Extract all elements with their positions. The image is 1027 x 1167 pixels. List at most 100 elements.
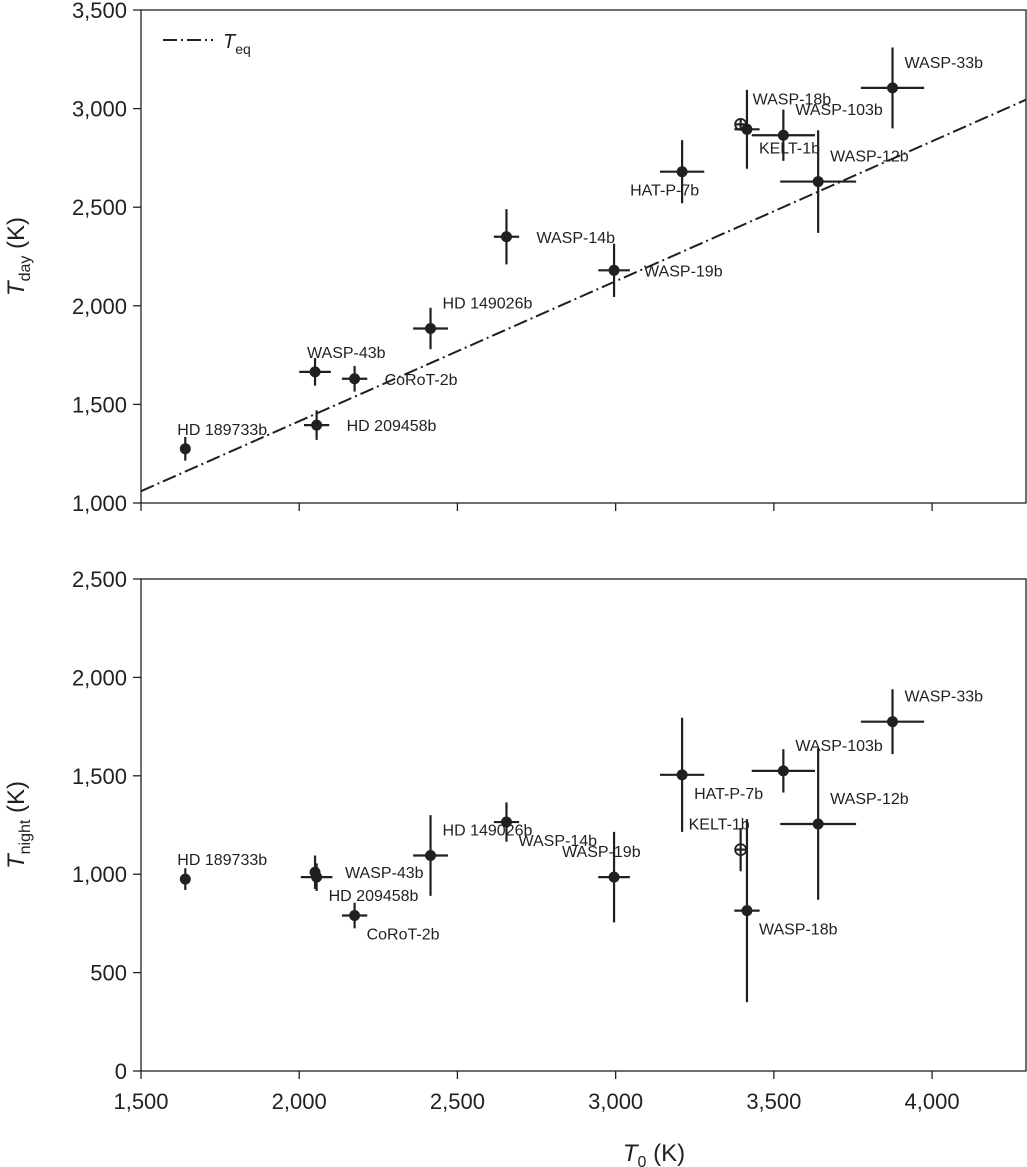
filled-marker [349,910,361,922]
point-label: HD 209458b [347,418,437,435]
y-tick-label: 2,500 [72,195,127,220]
data-point-wasp-33b: WASP-33b [860,47,984,129]
filled-marker [309,366,321,378]
point-label: WASP-18b [753,91,832,108]
filled-marker [425,850,437,862]
data-point-wasp-12b: WASP-12b [780,748,909,900]
point-label: WASP-14b [518,833,597,850]
data-point-wasp-103b: WASP-103b [751,102,883,161]
filled-marker [741,123,753,135]
data-point-wasp-43b: WASP-43b [309,855,424,889]
point-label: WASP-33b [905,689,984,706]
point-label: HD 209458b [329,888,419,905]
data-point-hd-189733b: HD 189733b [177,422,267,461]
x-tick-label: 3,500 [746,1089,801,1114]
y-axis-label: Tday (K) [3,217,34,296]
filled-marker [608,871,620,883]
y-tick-label: 2,000 [72,294,127,319]
filled-marker [777,765,789,777]
data-point-wasp-14b: WASP-14b [493,802,597,850]
point-label: HAT-P-7b [694,786,763,803]
point-label: WASP-103b [795,738,883,755]
filled-marker [887,82,899,94]
point-label: CoRoT-2b [385,372,458,389]
filled-marker [311,419,323,431]
data-point-hd-189733b: HD 189733b [177,852,267,890]
teq-line [140,98,1027,493]
x-tick-label: 1,500 [113,1089,168,1114]
point-label: KELT-1b [689,817,750,834]
bottom-panel-night-temperature: 0 500 1,000 1,500 2,000 2,500 1,500 2,000 2,500 3… [3,567,1027,1167]
filled-marker [676,769,688,781]
data-point-wasp-43b: WASP-43b [299,345,386,386]
plot-frame [140,9,1027,504]
point-label: WASP-19b [644,263,723,280]
data-point-wasp-12b: WASP-12b [780,130,909,233]
data-point-kelt-1b: KELT-1b [689,817,750,872]
y-tick-label: 2,500 [72,567,127,592]
filled-marker [179,873,191,885]
filled-marker [777,129,789,141]
point-label: WASP-14b [536,230,615,247]
legend-entry-teq: Teq [223,31,251,57]
data-point-wasp-18b: WASP-18b [734,819,838,1003]
y-tick-label: 0 [115,1059,127,1084]
y-tick-label: 1,000 [72,862,127,887]
data-point-wasp-33b: WASP-33b [860,689,984,755]
data-point-hd-149026b: HD 149026b [413,295,533,350]
data-point-hd-149026b: HD 149026b [413,815,532,896]
data-point-kelt-1b: KELT-1b [734,89,820,169]
data-point-wasp-19b: WASP-19b [598,243,723,297]
point-label: WASP-12b [830,791,909,808]
top-panel-day-temperature: 1,000 1,500 2,000 2,500 3,000 3,500 Tday (K) Te… [3,0,1027,516]
filled-marker [741,905,753,917]
point-label: HD 189733b [177,422,267,439]
x-tick-label: 4,000 [905,1089,960,1114]
filled-marker [349,373,361,385]
y-axis-label: Tnight (K) [3,781,34,869]
point-label: WASP-12b [830,149,909,166]
point-label: HD 149026b [443,823,533,840]
point-label: HD 189733b [177,852,267,869]
plot-frame [140,578,1027,1072]
data-point-hat-p-7b: HAT-P-7b [659,717,763,832]
point-label: KELT-1b [759,140,820,157]
x-axis-label: T0 (K) [623,1140,685,1167]
point-label: WASP-103b [795,102,883,119]
data-point-hd-209458b: HD 209458b [300,863,419,905]
point-label: HAT-P-7b [630,183,699,200]
filled-marker [500,231,512,243]
point-label: HD 149026b [443,295,533,312]
data-point-hd-209458b: HD 209458b [303,410,437,440]
legend: Teq [163,31,251,57]
y-tick-label: 1,500 [72,764,127,789]
data-point-corot-2b: CoRoT-2b [341,365,458,392]
point-label: WASP-19b [562,844,641,861]
point-label: WASP-43b [345,865,424,882]
point-label: WASP-33b [905,55,984,72]
data-point-hat-p-7b: HAT-P-7b [630,140,705,204]
data-point-wasp-103b: WASP-103b [751,738,883,793]
point-label: WASP-18b [759,922,838,939]
y-tick-label: 500 [90,961,127,986]
y-tick-label: 2,000 [72,665,127,690]
y-tick-label: 3,000 [72,97,127,122]
filled-marker [812,818,824,830]
data-point-corot-2b: CoRoT-2b [341,902,440,944]
filled-marker [179,443,191,455]
y-tick-label: 1,500 [72,392,127,417]
x-tick-label: 2,000 [272,1089,327,1114]
x-tick-label: 3,000 [588,1089,643,1114]
y-tick-label: 3,500 [72,0,127,23]
data-point-wasp-14b: WASP-14b [493,209,615,265]
filled-marker [500,816,512,828]
filled-marker [812,176,824,188]
filled-marker [676,166,688,178]
x-tick-label: 2,500 [430,1089,485,1114]
filled-marker [608,264,620,276]
point-label: WASP-43b [307,345,386,362]
filled-marker [425,322,437,334]
filled-marker [887,716,899,728]
y-tick-label: 1,000 [72,491,127,516]
